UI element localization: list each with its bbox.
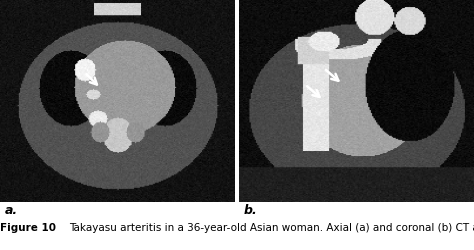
Text: b.: b.: [244, 204, 258, 216]
Text: Takayasu arteritis in a 36-year-old Asian woman. Axial (a) and coronal (b) CT an: Takayasu arteritis in a 36-year-old Asia…: [69, 222, 474, 232]
Text: Figure 10: Figure 10: [0, 222, 56, 232]
Text: a.: a.: [5, 204, 18, 216]
